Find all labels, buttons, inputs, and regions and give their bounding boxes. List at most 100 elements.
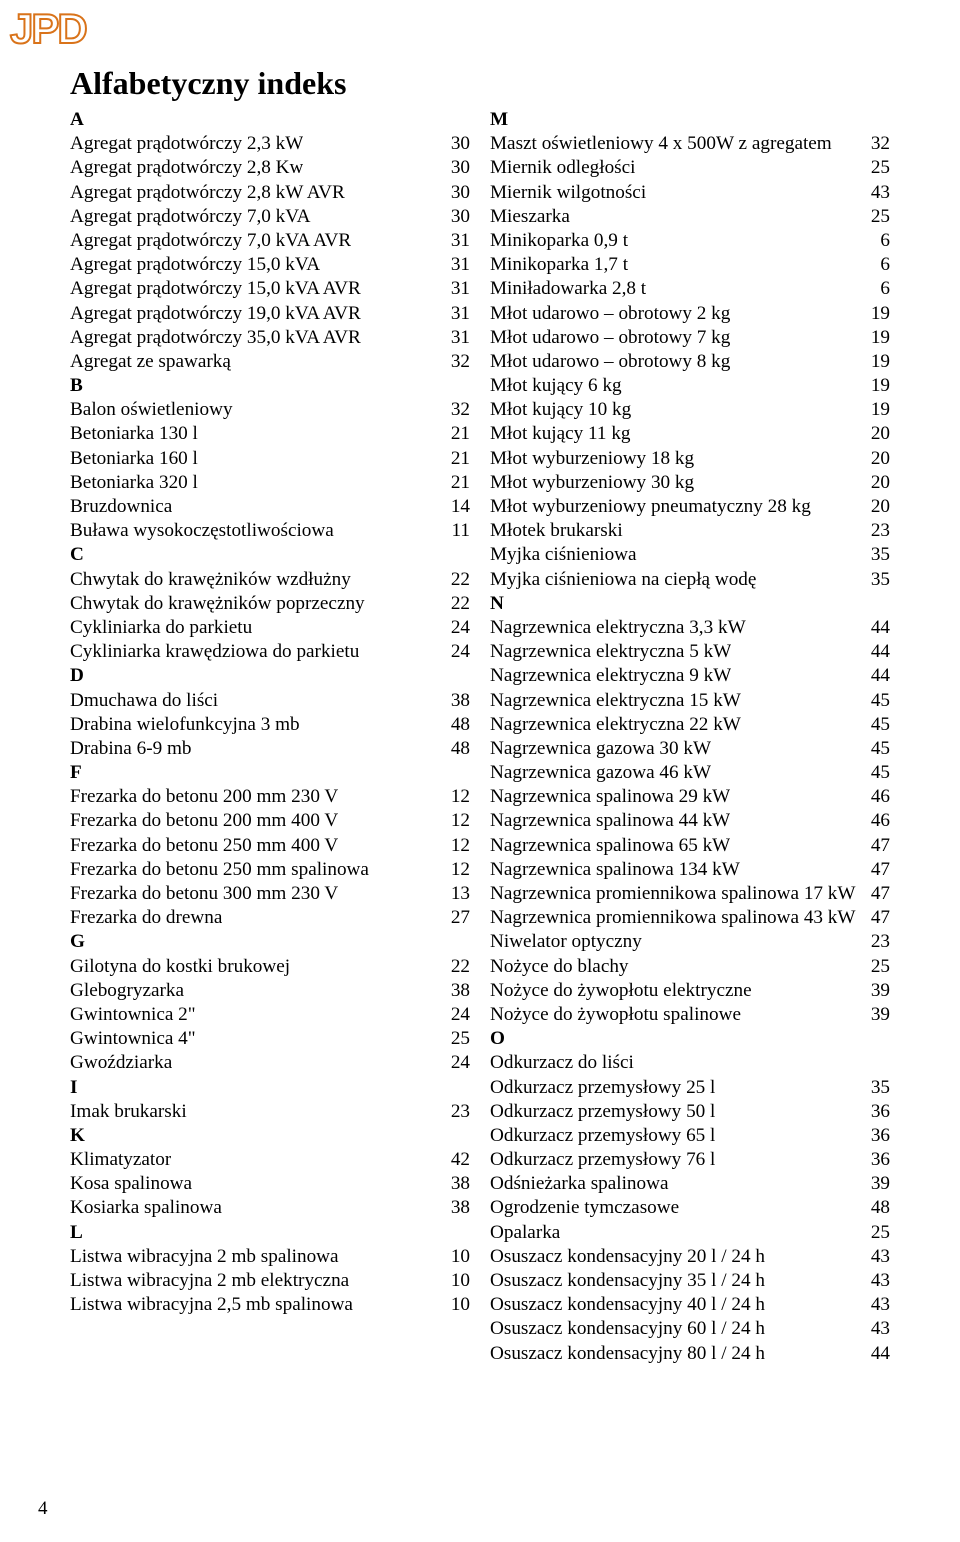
- entry-page: 32: [443, 398, 470, 422]
- entry-page: 38: [443, 689, 470, 713]
- index-entry: Nagrzewnica gazowa 46 kW45: [490, 761, 890, 785]
- index-entry: Nagrzewnica spalinowa 29 kW46: [490, 785, 890, 809]
- entry-label: Buława wysokoczęstotliwościowa: [70, 519, 334, 543]
- index-entry: Agregat prądotwórczy 7,0 kVA30: [70, 205, 470, 229]
- entry-label: Kosa spalinowa: [70, 1172, 192, 1196]
- entry-page: 23: [443, 1100, 470, 1124]
- index-entry: Frezarka do betonu 300 mm 230 V13: [70, 882, 470, 906]
- entry-page: 42: [443, 1148, 470, 1172]
- index-entry: Miniładowarka 2,8 t 6: [490, 277, 890, 301]
- entry-label: Minikoparka 1,7 t: [490, 253, 628, 277]
- entry-page: 43: [863, 1293, 890, 1317]
- entry-page: 23: [863, 930, 890, 954]
- entry-page: 11: [444, 519, 470, 543]
- index-entry: Młot udarowo – obrotowy 8 kg19: [490, 350, 890, 374]
- index-entry: Agregat prądotwórczy 7,0 kVA AVR31: [70, 229, 470, 253]
- entry-label: Frezarka do betonu 200 mm 230 V: [70, 785, 338, 809]
- index-entry: Osuszacz kondensacyjny 20 l / 24 h43: [490, 1245, 890, 1269]
- entry-label: Odkurzacz przemysłowy 65 l: [490, 1124, 715, 1148]
- index-entry: Balon oświetleniowy32: [70, 398, 470, 422]
- index-entry: Agregat prądotwórczy 2,3 kW30: [70, 132, 470, 156]
- index-entry: Gwintownica 4"25: [70, 1027, 470, 1051]
- entry-page: 19: [863, 302, 890, 326]
- entry-label: Agregat prądotwórczy 19,0 kVA AVR: [70, 302, 361, 326]
- entry-page: 20: [863, 471, 890, 495]
- index-entry: Młot udarowo – obrotowy 2 kg 19: [490, 302, 890, 326]
- section-letter: M: [490, 108, 890, 132]
- index-entry: Drabina 6-9 mb48: [70, 737, 470, 761]
- entry-label: Młotek brukarski: [490, 519, 623, 543]
- entry-page: 39: [863, 1172, 890, 1196]
- entry-page: 38: [443, 1196, 470, 1220]
- entry-label: Nagrzewnica spalinowa 65 kW: [490, 834, 730, 858]
- entry-label: Gwoździarka: [70, 1051, 172, 1075]
- entry-page: 31: [443, 302, 470, 326]
- entry-page: 25: [863, 156, 890, 180]
- entry-label: Miniładowarka 2,8 t: [490, 277, 646, 301]
- entry-label: Młot kujący 10 kg: [490, 398, 631, 422]
- entry-page: 47: [863, 834, 890, 858]
- index-entry: Frezarka do betonu 200 mm 230 V12: [70, 785, 470, 809]
- entry-page: 36: [863, 1124, 890, 1148]
- entry-page: 23: [863, 519, 890, 543]
- entry-label: Agregat prądotwórczy 2,8 Kw: [70, 156, 303, 180]
- index-entry: Osuszacz kondensacyjny 60 l / 24 h43: [490, 1317, 890, 1341]
- entry-label: Gilotyna do kostki brukowej: [70, 955, 290, 979]
- index-entry: Nagrzewnica elektryczna 3,3 kW44: [490, 616, 890, 640]
- entry-page: 6: [872, 277, 890, 301]
- entry-label: Frezarka do drewna: [70, 906, 222, 930]
- entry-label: Nożyce do żywopłotu elektryczne: [490, 979, 752, 1003]
- entry-page: 24: [443, 640, 470, 664]
- index-entry: Mieszarka25: [490, 205, 890, 229]
- index-entry: Chwytak do krawężników wzdłużny22: [70, 568, 470, 592]
- index-entry: Dmuchawa do liści38: [70, 689, 470, 713]
- entry-label: Listwa wibracyjna 2,5 mb spalinowa: [70, 1293, 353, 1317]
- entry-page: [882, 1051, 890, 1075]
- entry-page: 24: [443, 616, 470, 640]
- section-letter: O: [490, 1027, 890, 1051]
- entry-page: 36: [863, 1100, 890, 1124]
- entry-label: Nagrzewnica spalinowa 134 kW: [490, 858, 740, 882]
- index-entry: Nagrzewnica spalinowa 134 kW47: [490, 858, 890, 882]
- entry-page: 20: [863, 422, 890, 446]
- index-entry: Myjka ciśnieniowa na ciepłą wodę35: [490, 568, 890, 592]
- index-entry: Agregat ze spawarką32: [70, 350, 470, 374]
- entry-page: 10: [443, 1293, 470, 1317]
- entry-page: 12: [443, 858, 470, 882]
- index-entry: Niwelator optyczny23: [490, 930, 890, 954]
- index-entry: Nożyce do żywopłotu elektryczne 39: [490, 979, 890, 1003]
- entry-label: Osuszacz kondensacyjny 40 l / 24 h: [490, 1293, 765, 1317]
- index-entry: Odkurzacz przemysłowy 76 l36: [490, 1148, 890, 1172]
- entry-label: Młot udarowo – obrotowy 2 kg: [490, 302, 730, 326]
- entry-page: 39: [863, 1003, 890, 1027]
- index-entry: Kosiarka spalinowa38: [70, 1196, 470, 1220]
- index-entry: Cykliniarka krawędziowa do parkietu24: [70, 640, 470, 664]
- entry-page: 45: [863, 761, 890, 785]
- index-entry: Młot kujący 10 kg19: [490, 398, 890, 422]
- index-entry: Drabina wielofunkcyjna 3 mb48: [70, 713, 470, 737]
- index-entry: Młot wyburzeniowy 30 kg20: [490, 471, 890, 495]
- entry-label: Osuszacz kondensacyjny 35 l / 24 h: [490, 1269, 765, 1293]
- index-entry: Miernik wilgotności43: [490, 181, 890, 205]
- index-entry: Gwintownica 2"24: [70, 1003, 470, 1027]
- entry-page: 12: [443, 834, 470, 858]
- entry-label: Młot wyburzeniowy 18 kg: [490, 447, 694, 471]
- index-entry: Buława wysokoczęstotliwościowa 11: [70, 519, 470, 543]
- entry-label: Agregat prądotwórczy 15,0 kVA AVR: [70, 277, 361, 301]
- entry-label: Odkurzacz przemysłowy 76 l: [490, 1148, 715, 1172]
- entry-label: Nożyce do żywopłotu spalinowe: [490, 1003, 741, 1027]
- entry-page: 39: [863, 979, 890, 1003]
- index-entry: Odkurzacz przemysłowy 50 l36: [490, 1100, 890, 1124]
- entry-page: 25: [443, 1027, 470, 1051]
- section-letter: N: [490, 592, 890, 616]
- page-title: Alfabetyczny indeks: [70, 65, 890, 102]
- entry-page: 20: [863, 495, 890, 519]
- entry-label: Drabina wielofunkcyjna 3 mb: [70, 713, 300, 737]
- index-entry: Odkurzacz do liści: [490, 1051, 890, 1075]
- left-column: AAgregat prądotwórczy 2,3 kW30Agregat pr…: [70, 108, 470, 1366]
- index-entry: Odkurzacz przemysłowy 65 l 36: [490, 1124, 890, 1148]
- entry-label: Agregat prądotwórczy 15,0 kVA: [70, 253, 320, 277]
- entry-page: 19: [863, 374, 890, 398]
- entry-page: 30: [443, 205, 470, 229]
- entry-page: 35: [863, 1076, 890, 1100]
